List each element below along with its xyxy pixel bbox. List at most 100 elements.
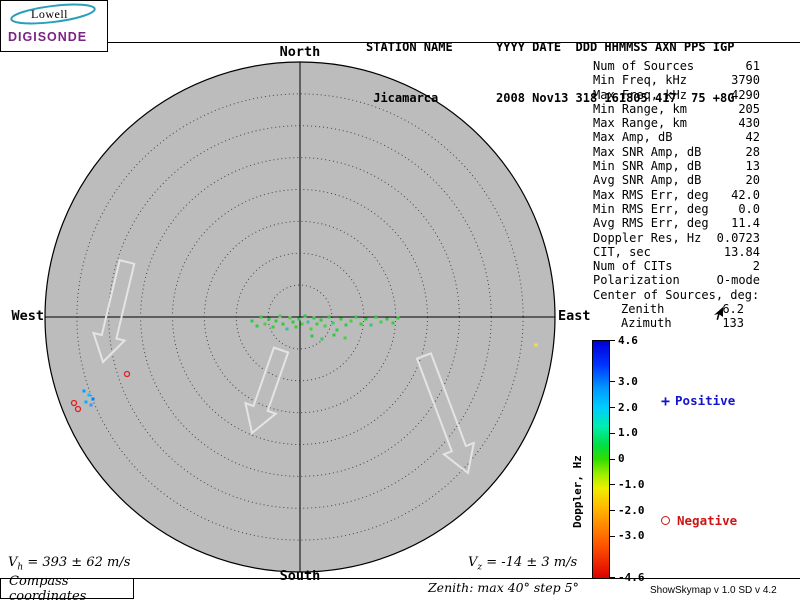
horizontal-velocity-readout: Vh = 393 ± 62 m/s: [8, 555, 130, 573]
source-point-positive: [374, 315, 378, 319]
compass-label-west: West: [11, 308, 44, 324]
source-point-positive: [359, 322, 363, 326]
stat-row: Num of CITs 2: [593, 259, 760, 273]
source-point-positive: [84, 400, 88, 404]
stat-row: Polarization O-mode: [593, 273, 760, 287]
source-point-positive: [271, 325, 275, 329]
colorbar-tick-mark: [609, 577, 615, 578]
colorbar-tick-label: 1.0: [618, 426, 638, 440]
stat-row: Min Freq, kHz 3790: [593, 73, 760, 87]
colorbar-tick-label: 3.0: [618, 374, 638, 388]
header-divider-line: [106, 42, 800, 43]
source-point-positive: [385, 317, 389, 321]
doppler-colorbar-title: Doppler, Hz: [571, 455, 584, 528]
colorbar-tick-label: -4.6: [618, 570, 645, 584]
stat-value: 11.4: [731, 216, 760, 231]
source-point-positive: [274, 319, 278, 323]
source-point-positive: [250, 319, 254, 323]
legend-positive: + Positive: [661, 393, 735, 408]
vh-symbol: V: [8, 555, 18, 570]
vz-subscript: z: [477, 562, 483, 573]
stat-label: Max SNR Amp, dB: [593, 144, 702, 159]
colorbar-tick-label: -1.0: [618, 477, 645, 491]
source-point-positive: [344, 323, 348, 327]
drift-direction-arrow: [244, 346, 290, 435]
stat-value: 3790: [731, 73, 760, 88]
source-point-positive: [303, 314, 307, 318]
stat-row: Min SNR Amp, dB 13: [593, 159, 760, 173]
source-point-positive: [339, 317, 343, 321]
stat-row: CIT, sec 13.84: [593, 245, 760, 259]
source-point-positive: [255, 324, 259, 328]
stat-value: 0.0723: [716, 230, 760, 245]
source-point-negative: [74, 405, 82, 413]
source-point-positive: [319, 318, 323, 322]
stat-row: Avg RMS Err, deg 11.4: [593, 216, 760, 230]
source-point-positive: [323, 324, 327, 328]
stat-row: Center of Sources, deg:: [593, 288, 760, 302]
stat-label: Min Range, km: [593, 101, 687, 116]
source-point-negative: [123, 370, 131, 378]
source-point-positive: [331, 321, 335, 325]
stat-row: Min RMS Err, deg 0.0: [593, 202, 760, 216]
stat-value: 4290: [731, 87, 760, 102]
colorbar-tick-mark: [609, 432, 615, 434]
colorbar-tick-mark: [609, 340, 615, 341]
coordinates-mode-label: Compass coordinates: [9, 573, 87, 600]
source-point-positive: [309, 327, 313, 331]
station-header-labels: STATION NAME YYYY DATE DDD HHMMSS AXN PP…: [366, 40, 735, 54]
source-point-positive: [379, 320, 383, 324]
stat-row: Zenith 6.2: [593, 302, 760, 316]
vh-subscript: h: [17, 562, 24, 573]
source-point-positive: [320, 337, 324, 341]
source-point-negative: [70, 399, 78, 407]
source-point-positive: [259, 315, 263, 319]
vz-symbol: V: [468, 555, 478, 570]
colorbar-tick-label: -3.0: [618, 529, 645, 543]
source-point-positive: [335, 328, 339, 332]
logo-product-name: DIGISONDE: [8, 30, 88, 44]
source-point-positive: [285, 327, 289, 331]
station-header: STATION NAME YYYY DATE DDD HHMMSS AXN PP…: [366, 5, 734, 141]
source-point-positive: [291, 320, 295, 324]
stat-label: Num of CITs: [593, 259, 673, 274]
colorbar-tick-label: -2.0: [618, 503, 645, 517]
colorbar-tick-label: 0: [618, 452, 625, 465]
source-point-positive: [315, 322, 319, 326]
open-circle-icon: [661, 516, 670, 525]
stat-label: Zenith: [621, 302, 665, 317]
app-version-label: ShowSkymap v 1.0 SD v 4.2: [650, 585, 777, 596]
stat-row: Max SNR Amp, dB 28: [593, 145, 760, 159]
stat-row: Doppler Res, Hz 0.0723: [593, 231, 760, 245]
coordinates-mode-box: Compass coordinates: [0, 574, 134, 600]
logo-company-name: Lowell: [31, 7, 68, 21]
stat-value: 430: [738, 116, 760, 131]
logo-swoosh-icon: [10, 3, 96, 25]
stat-value: 6.2: [722, 302, 744, 317]
drift-direction-arrow: [91, 258, 136, 364]
source-point-positive: [364, 317, 368, 321]
source-point-positive: [87, 393, 91, 397]
stat-label: Azimuth: [621, 316, 672, 331]
stat-row: Max RMS Err, deg 42.0: [593, 188, 760, 202]
colorbar-tick-label: 2.0: [618, 400, 638, 414]
statistics-panel: Num of Sources 61 Min Freq, kHz 3790 Max Fre…: [593, 59, 760, 331]
stat-label: Min RMS Err, deg: [593, 201, 709, 216]
stat-value: 42.0: [731, 187, 760, 202]
source-point-positive: [534, 343, 538, 347]
colorbar-tick-mark: [609, 535, 615, 537]
source-point-positive: [281, 322, 285, 326]
colorbar-tick-mark: [609, 407, 615, 408]
source-point-positive: [343, 336, 347, 340]
source-point-positive: [278, 314, 282, 318]
source-point-positive: [310, 334, 314, 338]
stat-label: Max Amp, dB: [593, 130, 673, 145]
station-header-values: Jicamarca 2008 Nov13 318 161805 417 75 +…: [366, 91, 735, 105]
stat-value: 13.84: [723, 244, 760, 259]
source-point-positive: [91, 397, 95, 401]
zenith-scale-note: Zenith: max 40° step 5°: [428, 580, 579, 595]
source-point-positive: [306, 320, 310, 324]
stat-label: Min Freq, kHz: [593, 73, 687, 88]
